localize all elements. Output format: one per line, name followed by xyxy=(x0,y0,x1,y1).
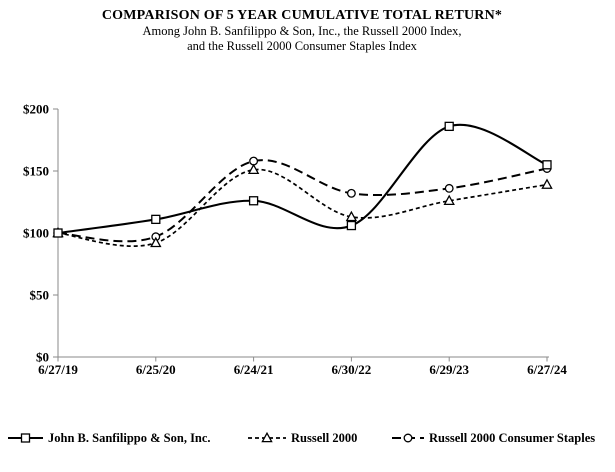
cumulative-return-chart: $0 $50 $100 $150 $200 6/27/19 6/25/20 6/24/21 6/… xyxy=(23,102,567,378)
series-circle xyxy=(53,156,552,243)
legend-item-russell-2000: Russell 2000 xyxy=(248,429,357,447)
triangle-marker xyxy=(443,194,455,206)
triangle-marker xyxy=(541,178,553,189)
square-marker xyxy=(53,228,63,238)
circle-marker xyxy=(346,188,356,198)
series-line-circle xyxy=(57,159,548,243)
chart-subtitle-line2: and the Russell 2000 Consumer Staples In… xyxy=(187,39,417,54)
legend-sample-marker xyxy=(403,433,413,443)
series-line-square xyxy=(57,123,548,235)
legend-item-russell-2000-consumer-staples: Russell 2000 Consumer Staples xyxy=(392,429,595,447)
legend-label-russell-2000: Russell 2000 xyxy=(291,430,358,445)
circle-marker xyxy=(444,183,454,193)
dashed-line-triangle-marker-icon xyxy=(248,431,286,445)
x-axis-tick-label: 6/27/19 xyxy=(38,362,78,377)
series-line-triangle xyxy=(57,168,548,247)
y-axis-tick-label: $150 xyxy=(23,164,49,179)
square-marker xyxy=(444,121,454,132)
triangle-marker xyxy=(150,236,162,248)
series-square xyxy=(53,121,552,238)
chart-header: COMPARISON OF 5 YEAR CUMULATIVE TOTAL RE… xyxy=(0,7,604,55)
series-triangle xyxy=(52,163,553,248)
triangle-marker xyxy=(247,163,260,175)
square-marker xyxy=(346,220,357,231)
square-marker xyxy=(542,160,552,170)
x-axis-tick-label: 6/29/23 xyxy=(429,362,469,377)
chart-subtitle-line1: Among John B. Sanfilippo & Son, Inc., th… xyxy=(142,24,462,39)
x-axis-tick-label: 6/27/24 xyxy=(527,362,567,377)
legend-sample-marker xyxy=(20,433,31,443)
y-axis-tick-label: $200 xyxy=(23,102,49,117)
legend-label-russell-2000-consumer-staples: Russell 2000 Consumer Staples xyxy=(429,430,596,445)
chart-title: COMPARISON OF 5 YEAR CUMULATIVE TOTAL RE… xyxy=(101,8,503,23)
square-marker xyxy=(151,214,161,225)
y-axis-tick-label: $50 xyxy=(30,288,50,303)
solid-line-square-marker-icon xyxy=(8,431,43,445)
chart-legend: John B. Sanfilippo & Son, Inc. Russell 2… xyxy=(0,429,615,449)
dashed-line-circle-marker-icon xyxy=(392,431,424,445)
y-axis-tick-label: $0 xyxy=(36,350,49,365)
y-axis-tick-label: $100 xyxy=(23,226,49,241)
legend-label-jbss: John B. Sanfilippo & Son, Inc. xyxy=(48,430,211,445)
x-axis-tick-label: 6/25/20 xyxy=(136,362,176,377)
x-axis-tick-label: 6/24/21 xyxy=(234,362,274,377)
square-marker xyxy=(248,196,259,206)
legend-item-jbss: John B. Sanfilippo & Son, Inc. xyxy=(8,429,211,447)
legend-sample-marker xyxy=(261,431,273,443)
triangle-marker xyxy=(345,210,358,222)
x-axis-tick-label: 6/30/22 xyxy=(332,362,372,377)
